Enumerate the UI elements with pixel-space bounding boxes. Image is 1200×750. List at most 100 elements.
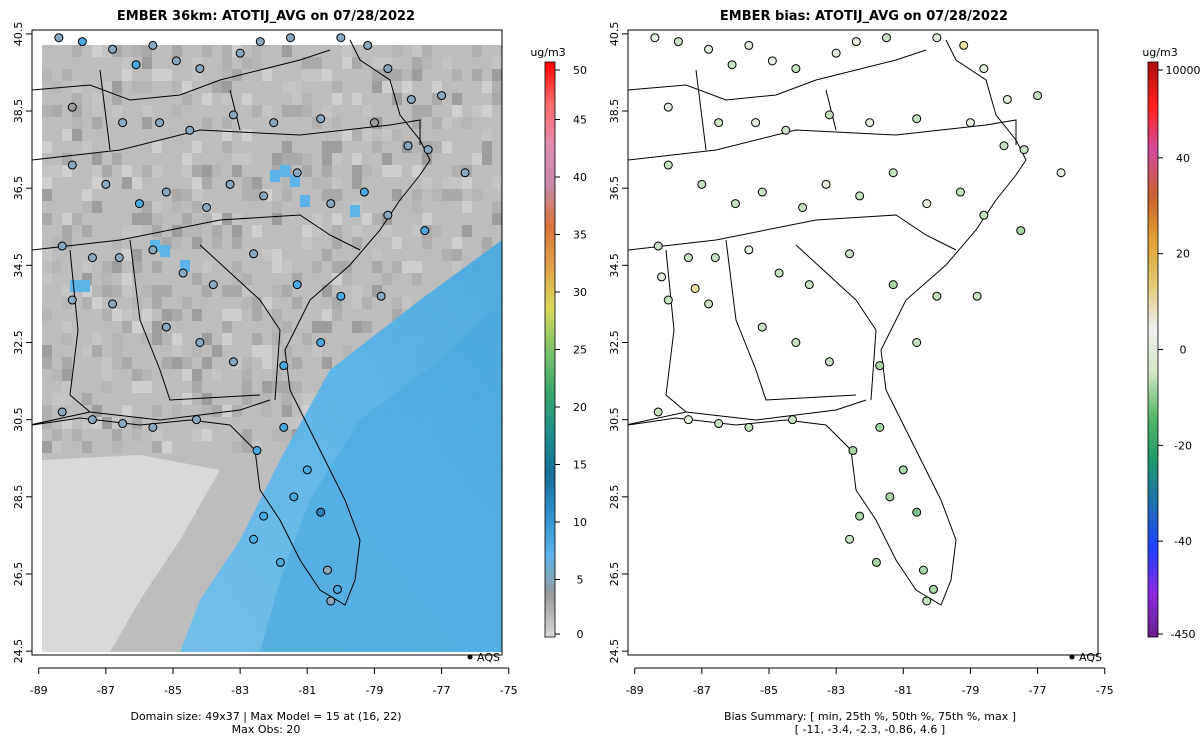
model-grid-cell bbox=[52, 369, 62, 381]
bias-station-marker bbox=[1019, 145, 1029, 155]
x-tick-label: -89 bbox=[626, 684, 644, 697]
bias-station-marker bbox=[714, 419, 724, 429]
bias-station-marker bbox=[871, 557, 881, 567]
model-grid-cell bbox=[222, 333, 232, 345]
obs-station-marker bbox=[292, 168, 302, 178]
bias-station-marker bbox=[922, 199, 932, 209]
model-grid-cell bbox=[312, 345, 322, 357]
model-grid-cell bbox=[82, 189, 92, 201]
model-grid-cell bbox=[72, 93, 82, 105]
bias-station-marker bbox=[888, 280, 898, 290]
bias-station-marker bbox=[704, 299, 714, 309]
model-grid-cell bbox=[212, 405, 222, 417]
model-grid-cell bbox=[302, 93, 312, 105]
obs-station-marker bbox=[228, 357, 238, 367]
model-grid-cell bbox=[492, 201, 502, 213]
model-grid-cell bbox=[72, 81, 82, 93]
model-grid-cell bbox=[272, 285, 282, 297]
colorbar-tick-label: -20 bbox=[1174, 439, 1192, 452]
model-grid-cell bbox=[402, 297, 412, 309]
model-grid-cell bbox=[142, 213, 152, 225]
model-grid-cell bbox=[472, 153, 482, 165]
bias-station-marker bbox=[663, 160, 673, 170]
model-grid-cell bbox=[272, 321, 282, 333]
model-grid-cell bbox=[372, 69, 382, 81]
left-colorbar-unit: ug/m3 bbox=[530, 46, 565, 59]
state-borders bbox=[32, 49, 421, 426]
model-grid-cell bbox=[222, 405, 232, 417]
model-grid-cell bbox=[472, 105, 482, 117]
obs-station-marker bbox=[437, 91, 447, 101]
model-grid-cell bbox=[122, 273, 132, 285]
model-grid-cell bbox=[342, 45, 352, 57]
bias-station-marker bbox=[912, 114, 922, 124]
model-grid-cell bbox=[162, 285, 172, 297]
bias-station-marker bbox=[932, 291, 942, 301]
obs-station-marker bbox=[406, 94, 416, 104]
model-grid-cell bbox=[272, 249, 282, 261]
model-grid-cell bbox=[192, 69, 202, 81]
y-tick-label: 34.5 bbox=[12, 253, 25, 278]
model-grid-cell bbox=[332, 93, 342, 105]
left-colorbar-ticks: 0 5 10 15 20 25 30 35 40 45 50 bbox=[555, 64, 587, 641]
model-grid-cell bbox=[172, 333, 182, 345]
bias-station-marker bbox=[955, 187, 965, 197]
model-grid-cell bbox=[372, 285, 382, 297]
model-grid-cell bbox=[202, 429, 212, 441]
model-grid-cell bbox=[222, 93, 232, 105]
model-grid-cell bbox=[422, 177, 432, 189]
model-grid-cell bbox=[92, 333, 102, 345]
obs-station-marker bbox=[423, 145, 433, 155]
model-grid-cell bbox=[112, 81, 122, 93]
model-grid-cell bbox=[492, 81, 502, 93]
obs-station-marker bbox=[148, 245, 158, 255]
model-grid-cell bbox=[422, 57, 432, 69]
model-grid-cell bbox=[322, 285, 332, 297]
model-grid-cell bbox=[172, 237, 182, 249]
model-grid-cell-high bbox=[350, 205, 360, 217]
model-grid-cell bbox=[322, 69, 332, 81]
model-grid-cell bbox=[82, 261, 92, 273]
obs-station-marker bbox=[269, 118, 279, 128]
model-grid-cell bbox=[392, 129, 402, 141]
obs-station-marker bbox=[195, 64, 205, 74]
model-grid-cell bbox=[482, 153, 492, 165]
x-tick-label: -77 bbox=[1029, 684, 1047, 697]
model-grid-cell bbox=[52, 237, 62, 249]
obs-station-marker bbox=[171, 56, 181, 66]
model-grid-cell bbox=[482, 141, 492, 153]
bias-station-marker bbox=[979, 210, 989, 220]
colorbar-tick-label: -40 bbox=[1174, 535, 1192, 548]
model-grid-cell bbox=[82, 417, 92, 429]
model-grid-cell bbox=[432, 93, 442, 105]
model-grid-cell bbox=[192, 165, 202, 177]
model-grid-cell bbox=[242, 297, 252, 309]
model-grid-cell bbox=[332, 189, 342, 201]
model-grid-cell bbox=[122, 45, 132, 57]
model-grid-cell bbox=[252, 225, 262, 237]
model-grid-cell bbox=[172, 201, 182, 213]
bias-station-marker bbox=[704, 44, 714, 54]
model-grid-cell bbox=[42, 309, 52, 321]
model-grid-cell bbox=[292, 297, 302, 309]
obs-station-marker bbox=[316, 114, 326, 124]
colorbar-tick-label: 0 bbox=[577, 628, 584, 641]
model-grid-cell-high bbox=[160, 245, 170, 257]
model-grid-cell bbox=[112, 285, 122, 297]
colorbar-tick-label: 40 bbox=[1176, 152, 1190, 165]
y-tick-label: 30.5 bbox=[12, 407, 25, 432]
model-grid-cell bbox=[412, 105, 422, 117]
model-grid-cell bbox=[42, 69, 52, 81]
bias-station-marker bbox=[885, 492, 895, 502]
model-grid-cell bbox=[142, 285, 152, 297]
model-grid-cell bbox=[372, 261, 382, 273]
model-grid-cell bbox=[282, 381, 292, 393]
bias-station-marker bbox=[653, 407, 663, 417]
bias-station-marker bbox=[697, 179, 707, 189]
model-grid-cell bbox=[232, 261, 242, 273]
model-grid-cell bbox=[202, 165, 212, 177]
model-grid-cell bbox=[222, 285, 232, 297]
y-tick-label: 36.5 bbox=[12, 176, 25, 201]
bias-station-marker bbox=[663, 295, 673, 305]
model-grid-cell bbox=[112, 153, 122, 165]
